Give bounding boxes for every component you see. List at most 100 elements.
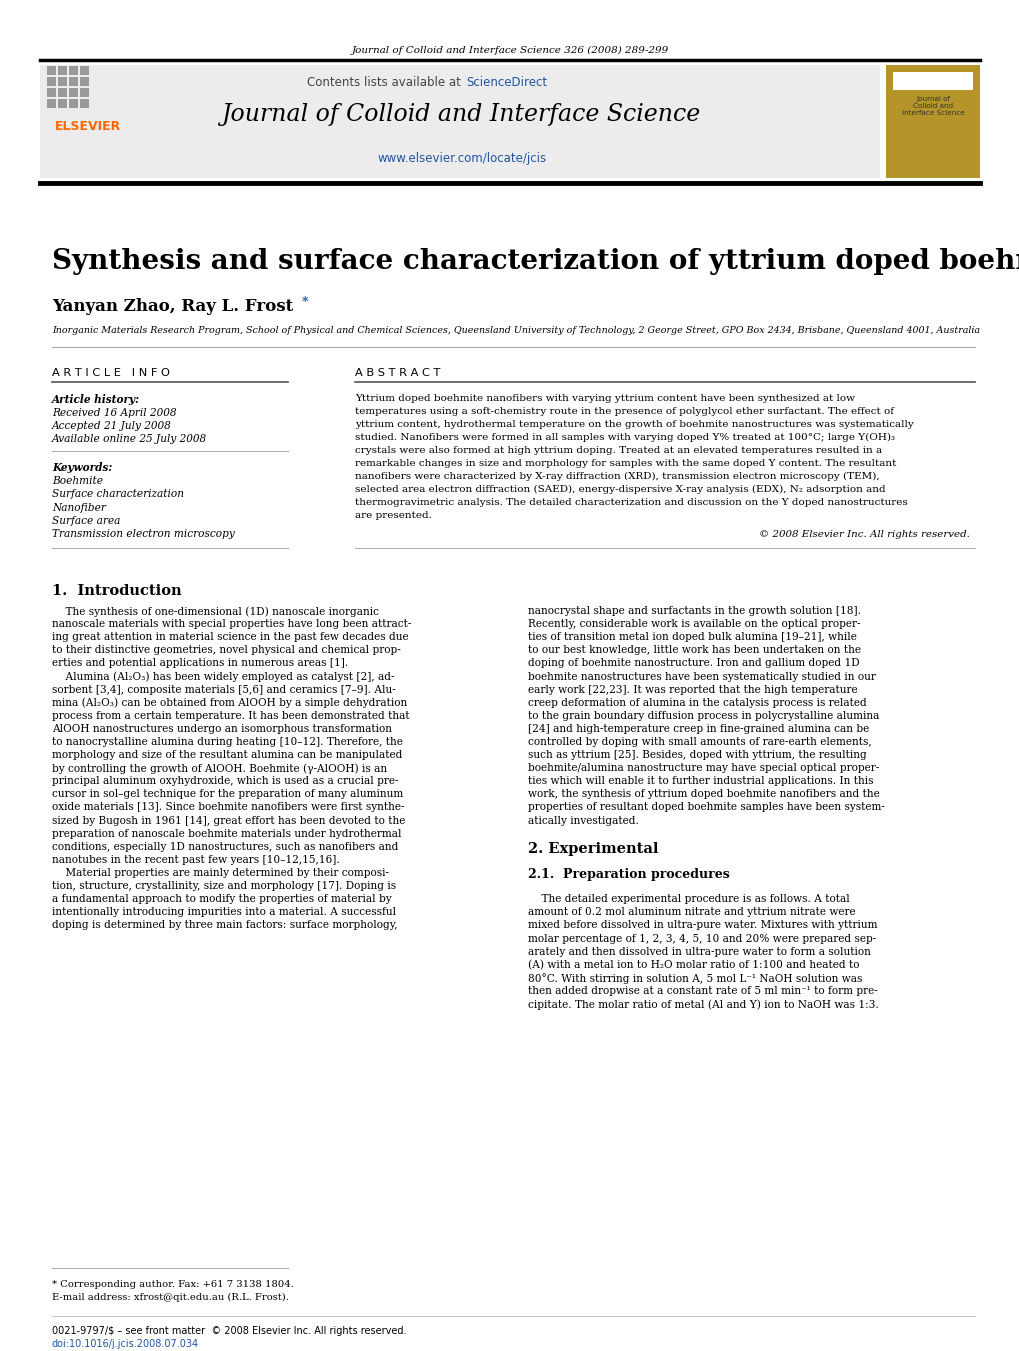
Text: arately and then dissolved in ultra-pure water to form a solution: arately and then dissolved in ultra-pure… <box>528 947 870 957</box>
Text: process from a certain temperature. It has been demonstrated that: process from a certain temperature. It h… <box>52 711 410 721</box>
Text: Inorganic Materials Research Program, School of Physical and Chemical Sciences, : Inorganic Materials Research Program, Sc… <box>52 326 979 335</box>
Text: crystals were also formed at high yttrium doping. Treated at an elevated tempera: crystals were also formed at high yttriu… <box>355 446 881 455</box>
Text: amount of 0.2 mol aluminum nitrate and yttrium nitrate were: amount of 0.2 mol aluminum nitrate and y… <box>528 908 855 917</box>
Text: then added dropwise at a constant rate of 5 ml min⁻¹ to form pre-: then added dropwise at a constant rate o… <box>528 986 877 996</box>
FancyBboxPatch shape <box>47 99 56 108</box>
FancyBboxPatch shape <box>58 66 67 76</box>
Text: early work [22,23]. It was reported that the high temperature: early work [22,23]. It was reported that… <box>528 685 857 694</box>
Text: selected area electron diffraction (SAED), energy-dispersive X-ray analysis (EDX: selected area electron diffraction (SAED… <box>355 485 884 494</box>
Text: controlled by doping with small amounts of rare-earth elements,: controlled by doping with small amounts … <box>528 738 871 747</box>
Text: Journal of Colloid and Interface Science 326 (2008) 289-299: Journal of Colloid and Interface Science… <box>351 46 668 55</box>
Text: * Corresponding author. Fax: +61 7 3138 1804.: * Corresponding author. Fax: +61 7 3138 … <box>52 1279 293 1289</box>
Text: Yanyan Zhao, Ray L. Frost: Yanyan Zhao, Ray L. Frost <box>52 299 293 315</box>
Text: cursor in sol–gel technique for the preparation of many aluminum: cursor in sol–gel technique for the prep… <box>52 789 403 800</box>
Text: ScienceDirect: ScienceDirect <box>466 76 546 89</box>
FancyBboxPatch shape <box>69 99 77 108</box>
Text: yttrium content, hydrothermal temperature on the growth of boehmite nanostructur: yttrium content, hydrothermal temperatur… <box>355 420 913 430</box>
Text: sized by Bugosh in 1961 [14], great effort has been devoted to the: sized by Bugosh in 1961 [14], great effo… <box>52 816 405 825</box>
Text: studied. Nanofibers were formed in all samples with varying doped Y% treated at : studied. Nanofibers were formed in all s… <box>355 434 894 442</box>
FancyBboxPatch shape <box>79 66 89 76</box>
Text: to the grain boundary diffusion process in polycrystalline alumina: to the grain boundary diffusion process … <box>528 711 878 721</box>
Text: Synthesis and surface characterization of yttrium doped boehmite nanofibers: Synthesis and surface characterization o… <box>52 249 1019 276</box>
Text: © 2008 Elsevier Inc. All rights reserved.: © 2008 Elsevier Inc. All rights reserved… <box>758 530 969 539</box>
Text: nanoscale materials with special properties have long been attract-: nanoscale materials with special propert… <box>52 619 411 630</box>
Text: thermogravimetric analysis. The detailed characterization and discussion on the : thermogravimetric analysis. The detailed… <box>355 499 907 507</box>
Text: mina (Al₂O₃) can be obtained from AlOOH by a simple dehydration: mina (Al₂O₃) can be obtained from AlOOH … <box>52 697 407 708</box>
Text: 2. Experimental: 2. Experimental <box>528 842 658 855</box>
Text: A B S T R A C T: A B S T R A C T <box>355 367 440 378</box>
Text: tion, structure, crystallinity, size and morphology [17]. Doping is: tion, structure, crystallinity, size and… <box>52 881 395 892</box>
FancyBboxPatch shape <box>47 66 56 76</box>
Text: 2.1.  Preparation procedures: 2.1. Preparation procedures <box>528 867 729 881</box>
Text: such as yttrium [25]. Besides, doped with yttrium, the resulting: such as yttrium [25]. Besides, doped wit… <box>528 750 866 761</box>
Text: sorbent [3,4], composite materials [5,6] and ceramics [7–9]. Alu-: sorbent [3,4], composite materials [5,6]… <box>52 685 395 694</box>
Text: boehmite/alumina nanostructure may have special optical proper-: boehmite/alumina nanostructure may have … <box>528 763 878 773</box>
FancyBboxPatch shape <box>69 88 77 97</box>
Text: nanofibers were characterized by X-ray diffraction (XRD), transmission electron : nanofibers were characterized by X-ray d… <box>355 471 878 481</box>
Text: Journal of
Colloid and
Interface Science: Journal of Colloid and Interface Science <box>901 96 963 116</box>
Text: (A) with a metal ion to H₂O molar ratio of 1:100 and heated to: (A) with a metal ion to H₂O molar ratio … <box>528 959 859 970</box>
Text: Available online 25 July 2008: Available online 25 July 2008 <box>52 434 207 444</box>
Text: erties and potential applications in numerous areas [1].: erties and potential applications in num… <box>52 658 347 669</box>
Text: preparation of nanoscale boehmite materials under hydrothermal: preparation of nanoscale boehmite materi… <box>52 828 401 839</box>
Text: to their distinctive geometries, novel physical and chemical prop-: to their distinctive geometries, novel p… <box>52 646 400 655</box>
Text: atically investigated.: atically investigated. <box>528 816 638 825</box>
Text: ties which will enable it to further industrial applications. In this: ties which will enable it to further ind… <box>528 777 872 786</box>
Text: nanocrystal shape and surfactants in the growth solution [18].: nanocrystal shape and surfactants in the… <box>528 607 860 616</box>
Text: properties of resultant doped boehmite samples have been system-: properties of resultant doped boehmite s… <box>528 802 884 812</box>
Text: principal aluminum oxyhydroxide, which is used as a crucial pre-: principal aluminum oxyhydroxide, which i… <box>52 777 398 786</box>
FancyBboxPatch shape <box>69 66 77 76</box>
FancyBboxPatch shape <box>58 77 67 86</box>
Text: to our best knowledge, little work has been undertaken on the: to our best knowledge, little work has b… <box>528 646 860 655</box>
Text: Accepted 21 July 2008: Accepted 21 July 2008 <box>52 422 171 431</box>
FancyBboxPatch shape <box>47 77 56 86</box>
Text: 0021-9797/$ – see front matter  © 2008 Elsevier Inc. All rights reserved.: 0021-9797/$ – see front matter © 2008 El… <box>52 1325 407 1336</box>
Text: Boehmite: Boehmite <box>52 476 103 486</box>
Text: mixed before dissolved in ultra-pure water. Mixtures with yttrium: mixed before dissolved in ultra-pure wat… <box>528 920 876 931</box>
Text: boehmite nanostructures have been systematically studied in our: boehmite nanostructures have been system… <box>528 671 875 681</box>
Text: a fundamental approach to modify the properties of material by: a fundamental approach to modify the pro… <box>52 894 391 904</box>
FancyBboxPatch shape <box>69 77 77 86</box>
Text: Alumina (Al₂O₃) has been widely employed as catalyst [2], ad-: Alumina (Al₂O₃) has been widely employed… <box>52 671 394 682</box>
Text: 80°C. With stirring in solution A, 5 mol L⁻¹ NaOH solution was: 80°C. With stirring in solution A, 5 mol… <box>528 973 861 984</box>
Text: Material properties are mainly determined by their composi-: Material properties are mainly determine… <box>52 867 388 878</box>
Text: Nanofiber: Nanofiber <box>52 503 106 512</box>
FancyBboxPatch shape <box>58 88 67 97</box>
Text: www.elsevier.com/locate/jcis: www.elsevier.com/locate/jcis <box>377 153 546 165</box>
Text: morphology and size of the resultant alumina can be manipulated: morphology and size of the resultant alu… <box>52 750 401 761</box>
Text: The synthesis of one-dimensional (1D) nanoscale inorganic: The synthesis of one-dimensional (1D) na… <box>52 607 379 616</box>
Text: doping of boehmite nanostructure. Iron and gallium doped 1D: doping of boehmite nanostructure. Iron a… <box>528 658 859 669</box>
Text: creep deformation of alumina in the catalysis process is related: creep deformation of alumina in the cata… <box>528 697 866 708</box>
FancyBboxPatch shape <box>58 99 67 108</box>
Text: conditions, especially 1D nanostructures, such as nanofibers and: conditions, especially 1D nanostructures… <box>52 842 398 851</box>
Text: E-mail address: xfrost@qit.edu.au (R.L. Frost).: E-mail address: xfrost@qit.edu.au (R.L. … <box>52 1293 288 1302</box>
FancyBboxPatch shape <box>892 72 972 91</box>
Text: Surface area: Surface area <box>52 516 120 526</box>
Text: A R T I C L E   I N F O: A R T I C L E I N F O <box>52 367 170 378</box>
Text: Journal of Colloid and Interface Science: Journal of Colloid and Interface Science <box>222 103 701 126</box>
Text: intentionally introducing impurities into a material. A successful: intentionally introducing impurities int… <box>52 908 395 917</box>
Text: by controlling the growth of AlOOH. Boehmite (γ-AlOOH) is an: by controlling the growth of AlOOH. Boeh… <box>52 763 387 774</box>
Text: The detailed experimental procedure is as follows. A total: The detailed experimental procedure is a… <box>528 894 849 904</box>
Text: Yttrium doped boehmite nanofibers with varying yttrium content have been synthes: Yttrium doped boehmite nanofibers with v… <box>355 394 854 403</box>
FancyBboxPatch shape <box>79 77 89 86</box>
Text: temperatures using a soft-chemistry route in the presence of polyglycol ether su: temperatures using a soft-chemistry rout… <box>355 407 893 416</box>
Text: oxide materials [13]. Since boehmite nanofibers were first synthe-: oxide materials [13]. Since boehmite nan… <box>52 802 405 812</box>
FancyBboxPatch shape <box>79 99 89 108</box>
Text: ing great attention in material science in the past few decades due: ing great attention in material science … <box>52 632 409 642</box>
FancyBboxPatch shape <box>47 88 56 97</box>
Text: Received 16 April 2008: Received 16 April 2008 <box>52 408 176 417</box>
Text: to nanocrystalline alumina during heating [10–12]. Therefore, the: to nanocrystalline alumina during heatin… <box>52 738 403 747</box>
Text: [24] and high-temperature creep in fine-grained alumina can be: [24] and high-temperature creep in fine-… <box>528 724 868 734</box>
Text: work, the synthesis of yttrium doped boehmite nanofibers and the: work, the synthesis of yttrium doped boe… <box>528 789 878 800</box>
FancyBboxPatch shape <box>886 65 979 178</box>
Text: AlOOH nanostructures undergo an isomorphous transformation: AlOOH nanostructures undergo an isomorph… <box>52 724 391 734</box>
FancyBboxPatch shape <box>40 65 879 178</box>
Text: remarkable changes in size and morphology for samples with the same doped Y cont: remarkable changes in size and morpholog… <box>355 459 896 467</box>
FancyBboxPatch shape <box>79 88 89 97</box>
Text: Recently, considerable work is available on the optical proper-: Recently, considerable work is available… <box>528 619 860 630</box>
Text: Contents lists available at: Contents lists available at <box>307 76 465 89</box>
Text: are presented.: are presented. <box>355 511 431 520</box>
Text: molar percentage of 1, 2, 3, 4, 5, 10 and 20% were prepared sep-: molar percentage of 1, 2, 3, 4, 5, 10 an… <box>528 934 875 943</box>
Text: Transmission electron microscopy: Transmission electron microscopy <box>52 530 234 539</box>
